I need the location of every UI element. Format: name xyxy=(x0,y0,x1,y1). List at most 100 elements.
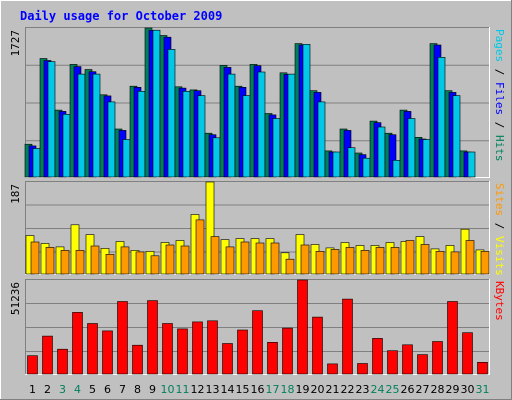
x-tick-label: 1 xyxy=(29,383,36,396)
x-tick-label: 19 xyxy=(296,383,310,396)
bar-kbytes xyxy=(192,321,203,375)
bar-sites xyxy=(360,250,370,275)
bar-pages xyxy=(317,101,326,178)
legend-part: Visits xyxy=(493,236,506,276)
bar-pages xyxy=(377,126,386,178)
legend-part: KBytes xyxy=(493,281,506,321)
legend-label: Pages / Files / Hits xyxy=(493,29,506,162)
bar-pages xyxy=(212,137,221,178)
bar-pages xyxy=(272,118,281,178)
bar-sites xyxy=(150,255,160,275)
x-tick-label: 10 xyxy=(161,383,175,396)
bar-sites xyxy=(120,246,130,275)
y-max-label: 51236 xyxy=(9,282,22,315)
bar-sites xyxy=(90,245,100,275)
x-tick-label: 7 xyxy=(119,383,126,396)
bar-sites xyxy=(210,236,220,275)
bar-sites xyxy=(165,244,175,275)
bar-pages xyxy=(467,151,476,178)
x-tick-label: 31 xyxy=(476,383,490,396)
x-tick-label: 15 xyxy=(236,383,250,396)
x-tick-label: 25 xyxy=(386,383,400,396)
legend-part: Hits xyxy=(493,135,506,162)
bar-sites xyxy=(405,240,415,275)
bar-sites xyxy=(30,241,40,275)
x-tick-labels: 1 2 3 4 5 6 7 8 9 10 11 12 13 14 15 16 17 18 19 20 21 22 23 24 2… xyxy=(29,383,490,396)
bar-kbytes xyxy=(132,344,143,375)
bar-kbytes xyxy=(447,301,458,375)
bar-kbytes xyxy=(117,301,128,375)
bar-pages xyxy=(242,95,251,178)
bar-kbytes xyxy=(177,328,188,375)
y-max-label: 187 xyxy=(9,184,22,204)
bar-pages xyxy=(257,71,266,178)
bar-visits xyxy=(70,224,80,275)
bar-kbytes xyxy=(357,363,368,375)
x-tick-label: 9 xyxy=(149,383,156,396)
y-max-labels: 1727 187 51236 xyxy=(9,30,22,315)
bar-pages xyxy=(392,160,401,178)
x-tick-label: 28 xyxy=(431,383,445,396)
bar-kbytes xyxy=(222,343,233,375)
bar-sites xyxy=(375,247,385,275)
bar-pages xyxy=(197,95,206,178)
bar-pages xyxy=(152,29,161,178)
x-tick-label: 26 xyxy=(401,383,415,396)
bar-kbytes xyxy=(42,335,53,375)
bar-kbytes xyxy=(147,300,158,375)
x-tick-label: 27 xyxy=(416,383,430,396)
bar-sites xyxy=(45,247,55,275)
legend-part: / xyxy=(493,216,506,236)
legend-part: / xyxy=(493,62,506,82)
bar-kbytes xyxy=(462,332,473,375)
legend-part: Sites xyxy=(493,183,506,216)
bar-sites xyxy=(105,254,115,275)
x-tick-label: 4 xyxy=(74,383,81,396)
bar-kbytes xyxy=(102,330,113,375)
x-tick-label: 22 xyxy=(341,383,355,396)
series-legends: Pages / Files / Hits Sites / Visits KBytes xyxy=(493,29,506,321)
bar-pages xyxy=(227,73,236,178)
bar-pages xyxy=(137,91,146,178)
bar-kbytes xyxy=(312,316,323,375)
bar-kbytes xyxy=(57,348,68,375)
bar-kbytes xyxy=(72,312,83,375)
bar-sites xyxy=(450,251,460,275)
bar-kbytes xyxy=(282,327,293,375)
bar-sites xyxy=(60,250,70,275)
bar-pages xyxy=(167,49,176,178)
bar-files xyxy=(388,134,397,178)
bar-kbytes xyxy=(237,329,248,375)
bar-pages xyxy=(302,43,311,178)
bar-pages xyxy=(407,118,416,178)
legend-label: Sites / Visits xyxy=(493,183,506,276)
bar-kbytes xyxy=(372,338,383,375)
bar-pages xyxy=(422,139,431,178)
bar-kbytes xyxy=(327,363,338,375)
y-max-label: 1727 xyxy=(9,30,22,57)
x-tick-label: 5 xyxy=(89,383,96,396)
x-tick-label: 12 xyxy=(191,383,205,396)
x-tick-label: 30 xyxy=(461,383,475,396)
x-tick-label: 29 xyxy=(446,383,460,396)
bar-pages xyxy=(122,139,131,178)
bar-kbytes xyxy=(207,320,218,375)
bar-sites xyxy=(180,245,190,275)
bar-sites xyxy=(225,246,235,275)
bar-kbytes xyxy=(267,341,278,375)
bar-kbytes xyxy=(432,341,443,375)
bar-pages xyxy=(452,95,461,178)
bar-kbytes xyxy=(297,279,308,375)
bars-layer xyxy=(24,27,490,375)
bar-kbytes xyxy=(27,355,38,375)
bar-sites xyxy=(315,251,325,275)
bar-pages xyxy=(92,73,101,178)
bar-pages xyxy=(62,114,71,178)
bar-sites xyxy=(345,247,355,275)
legend-part: Files xyxy=(493,82,506,115)
bar-pages xyxy=(77,73,86,178)
x-tick-label: 17 xyxy=(266,383,280,396)
x-tick-label: 21 xyxy=(326,383,340,396)
x-tick-label: 16 xyxy=(251,383,265,396)
bar-pages xyxy=(107,101,116,178)
